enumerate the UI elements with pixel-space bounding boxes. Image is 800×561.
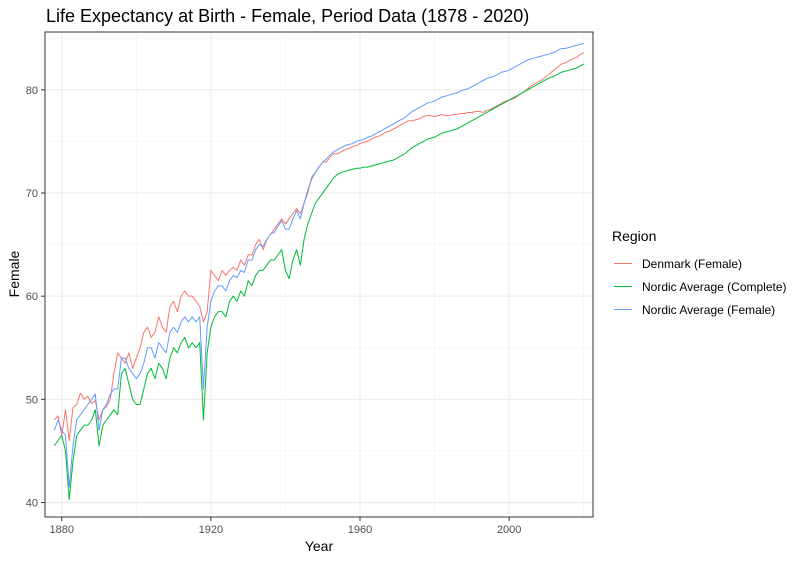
legend-item: Nordic Average (Female) — [612, 298, 787, 321]
legend-key-line — [614, 263, 632, 264]
legend-key — [612, 255, 634, 272]
y-tick-label: 70 — [26, 188, 38, 200]
plot-panel-border — [44, 31, 594, 518]
grid-layer — [45, 32, 593, 517]
legend-title: Region — [612, 228, 657, 244]
x-axis-title: Year — [305, 538, 334, 554]
legend-label: Nordic Average (Complete) — [642, 279, 787, 294]
legend-item: Nordic Average (Complete) — [612, 275, 787, 298]
series-line-1 — [53, 63, 584, 500]
x-tick-label: 1960 — [348, 524, 372, 536]
legend-label: Nordic Average (Female) — [642, 302, 776, 317]
series-line-0 — [53, 52, 584, 442]
y-tick-label: 40 — [26, 498, 38, 510]
legend-item: Denmark (Female) — [612, 252, 787, 275]
legend-label: Denmark (Female) — [642, 256, 743, 271]
y-tick-label: 60 — [26, 291, 38, 303]
legend-key-line — [614, 309, 632, 310]
legend-key — [612, 301, 634, 318]
legend: Region Denmark (Female) Nordic Average (C… — [612, 228, 787, 321]
x-tick-label: 1880 — [50, 524, 74, 536]
legend-items: Denmark (Female) Nordic Average (Complete… — [612, 252, 787, 321]
tick-layer: 1880 1920 1960 2000 40 50 60 70 80 — [26, 85, 522, 536]
legend-key-line — [614, 286, 632, 287]
y-tick-label: 50 — [26, 394, 38, 406]
x-tick-label: 2000 — [497, 524, 521, 536]
series-layer — [53, 42, 584, 500]
y-tick-label: 80 — [26, 85, 38, 97]
legend-key — [612, 278, 634, 295]
chart-title: Life Expectancy at Birth - Female, Perio… — [46, 6, 530, 26]
series-line-2 — [53, 42, 584, 488]
x-tick-label: 1920 — [199, 524, 223, 536]
y-axis-title: Female — [6, 250, 22, 297]
